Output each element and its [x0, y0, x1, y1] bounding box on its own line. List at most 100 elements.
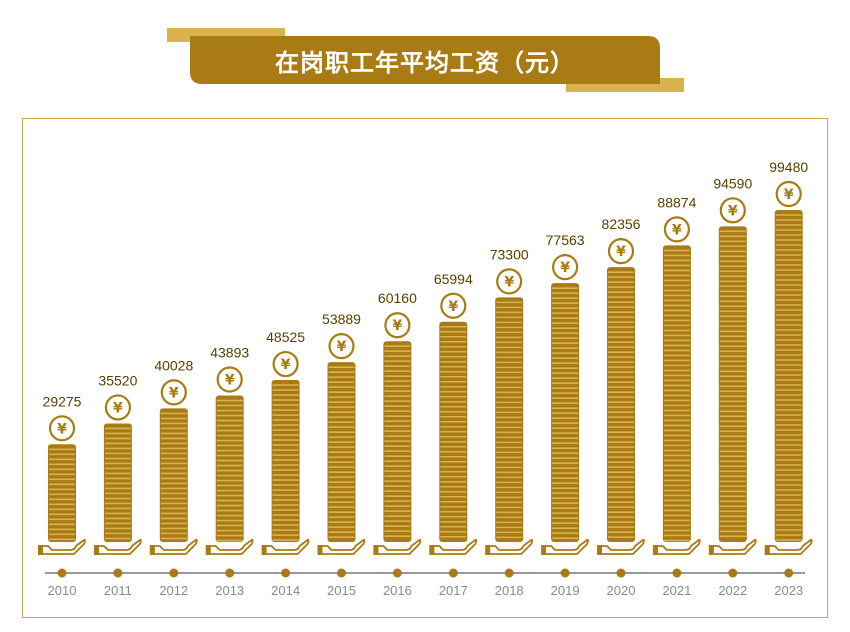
bar-group: ¥43893 2013 [205, 345, 254, 598]
hand-icon [205, 538, 254, 555]
x-tick-label: 2011 [104, 583, 132, 598]
bar-group: ¥73300 2018 [485, 246, 534, 598]
x-tick-label: 2012 [159, 583, 188, 598]
bar-group: ¥35520 2011 [93, 372, 142, 598]
hand-icon [597, 538, 645, 555]
value-label: 29275 [43, 393, 82, 409]
svg-text:¥: ¥ [560, 260, 570, 276]
yuan-coin-icon: ¥ [775, 180, 802, 208]
value-label: 73300 [490, 246, 529, 262]
bar-group: ¥60160 2016 [373, 290, 422, 598]
svg-text:¥: ¥ [169, 385, 179, 401]
banner-shape [190, 36, 660, 84]
bar [607, 267, 635, 542]
svg-text:¥: ¥ [393, 318, 403, 334]
hand-icon [652, 538, 701, 555]
value-label: 53889 [322, 311, 361, 327]
axis-marker [392, 568, 402, 578]
value-label: 43893 [210, 345, 249, 361]
value-label: 88874 [657, 194, 696, 210]
axis-marker [448, 568, 458, 578]
axis-marker [113, 568, 123, 578]
axis-marker [504, 568, 514, 578]
hand-icon [373, 538, 422, 555]
svg-text:¥: ¥ [784, 187, 794, 203]
yuan-coin-icon: ¥ [48, 415, 76, 442]
axis-marker [672, 568, 682, 578]
axis-marker [337, 568, 346, 578]
x-tick-label: 2018 [495, 583, 524, 598]
x-tick-label: 2014 [271, 583, 300, 598]
bar-group: ¥48525 2014 [261, 329, 310, 598]
svg-text:¥: ¥ [616, 244, 626, 260]
svg-text:¥: ¥ [504, 274, 514, 290]
axis-marker [281, 568, 291, 578]
yuan-coin-icon: ¥ [104, 394, 132, 421]
hand-icon [485, 538, 534, 555]
yuan-coin-icon: ¥ [719, 197, 746, 224]
axis-marker [784, 568, 794, 578]
yuan-coin-icon: ¥ [551, 254, 579, 281]
yuan-coin-icon: ¥ [663, 216, 691, 243]
bar [774, 210, 803, 542]
svg-text:¥: ¥ [728, 203, 738, 219]
svg-text:¥: ¥ [225, 373, 235, 389]
value-label: 65994 [434, 271, 473, 287]
hand-icon [708, 538, 757, 555]
svg-text:¥: ¥ [113, 400, 123, 416]
value-label: 40028 [154, 357, 193, 373]
axis-marker [616, 568, 626, 578]
value-label: 77563 [546, 232, 585, 248]
bar-group: ¥82356 2020 [597, 216, 645, 598]
svg-text:¥: ¥ [337, 339, 347, 355]
hand-icon [261, 538, 310, 555]
bar-group: ¥77563 2019 [541, 232, 589, 598]
yuan-coin-icon: ¥ [440, 292, 467, 319]
bar [662, 245, 691, 542]
axis-marker [560, 568, 570, 578]
x-tick-label: 2016 [383, 583, 412, 598]
yuan-coin-icon: ¥ [607, 238, 635, 265]
bar-group: ¥99480 2023 [764, 159, 813, 598]
hand-icon [317, 538, 366, 555]
x-tick-label: 2015 [327, 583, 356, 598]
hand-icon [93, 538, 142, 555]
yuan-coin-icon: ¥ [496, 268, 523, 295]
axis-marker [225, 568, 235, 578]
x-tick-label: 2019 [551, 583, 580, 598]
svg-text:¥: ¥ [281, 357, 291, 373]
yuan-coin-icon: ¥ [160, 379, 187, 406]
value-label: 99480 [769, 159, 808, 175]
hand-icon [429, 538, 478, 555]
x-tick-label: 2023 [774, 583, 803, 598]
yuan-coin-icon: ¥ [272, 350, 299, 378]
x-tick-label: 2010 [48, 583, 77, 598]
bar-group: ¥94590 2022 [708, 175, 757, 598]
value-label: 82356 [602, 216, 641, 232]
value-label: 48525 [266, 329, 305, 345]
svg-text:¥: ¥ [672, 222, 682, 238]
x-tick-label: 2021 [662, 583, 691, 598]
hand-icon [149, 538, 198, 555]
yuan-coin-icon: ¥ [328, 333, 355, 360]
x-tick-label: 2022 [718, 583, 747, 598]
title-banner [167, 28, 684, 92]
bar-group: ¥88874 2021 [652, 194, 701, 598]
value-label: 35520 [98, 372, 137, 388]
x-tick-label: 2013 [215, 583, 244, 598]
yuan-coin-icon: ¥ [216, 366, 243, 393]
hand-icon [541, 538, 589, 555]
bar-group: ¥40028 2012 [149, 357, 198, 598]
x-tick-label: 2020 [607, 583, 636, 598]
bar-group: ¥29275 2010 [38, 393, 86, 598]
svg-text:¥: ¥ [448, 299, 458, 315]
hand-icon [38, 538, 86, 555]
chart-title: 在岗职工年平均工资（元） [275, 48, 575, 77]
bar [718, 226, 747, 543]
hand-icon [764, 538, 813, 555]
svg-text:¥: ¥ [57, 421, 67, 437]
value-label: 60160 [378, 290, 417, 306]
x-tick-label: 2017 [439, 583, 468, 598]
chart-frame [22, 118, 828, 618]
